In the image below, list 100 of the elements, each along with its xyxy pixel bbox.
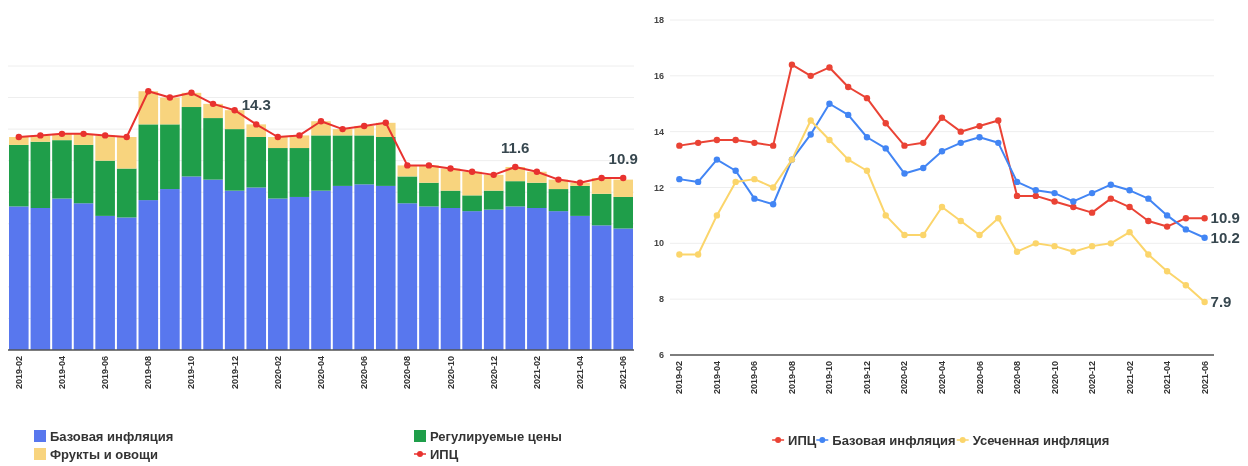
point [863, 134, 871, 141]
legend-label: ИПЦ [788, 433, 817, 448]
point [676, 142, 683, 149]
point [80, 130, 87, 138]
bar [375, 137, 396, 186]
point [360, 122, 368, 130]
bar [570, 215, 590, 350]
bar [73, 144, 94, 204]
bar [548, 211, 569, 350]
point [1032, 192, 1039, 200]
point [598, 174, 605, 182]
point [425, 162, 433, 169]
bar [354, 135, 374, 185]
point [713, 136, 721, 144]
point [1051, 242, 1058, 250]
x-tick-label: 2020-04 [937, 361, 947, 395]
point [694, 251, 702, 258]
data-label: 14.3 [241, 96, 271, 114]
point [1201, 215, 1208, 222]
y-tick-label: 8 [658, 294, 664, 305]
bar [116, 217, 137, 350]
point [1163, 212, 1171, 219]
y-tick-label: 12 [653, 182, 664, 193]
bar [116, 168, 137, 218]
x-tick-label: 2019-06 [100, 356, 111, 390]
legend-label: Базовая инфляция [50, 429, 174, 444]
point [901, 142, 908, 149]
bar [419, 182, 439, 207]
bar [9, 144, 29, 207]
bar [483, 209, 504, 350]
point [1201, 298, 1208, 306]
bar [505, 206, 526, 350]
data-label: 11.6 [501, 138, 530, 156]
legend-label: Регулируемые цены [430, 429, 562, 444]
point [1107, 240, 1115, 247]
point [1145, 217, 1152, 225]
bar [30, 208, 51, 350]
point [1182, 215, 1190, 222]
point [317, 118, 325, 125]
point [253, 121, 260, 128]
bar [483, 190, 504, 210]
bar [224, 129, 245, 191]
point [1013, 178, 1021, 186]
point [512, 163, 519, 171]
point [274, 133, 282, 141]
bar [613, 228, 633, 350]
bar [570, 185, 590, 216]
point [863, 94, 871, 102]
bar [505, 181, 526, 207]
bar [419, 206, 439, 350]
point [576, 179, 584, 186]
point [920, 139, 927, 147]
bar [203, 179, 223, 350]
bar [311, 135, 331, 191]
x-tick-label: 2020-04 [316, 356, 326, 390]
x-tick-label: 2019-04 [56, 356, 67, 390]
point [976, 122, 983, 130]
bar [613, 179, 633, 197]
point [1070, 248, 1077, 255]
point [101, 132, 109, 139]
x-tick-label: 2020-10 [445, 356, 456, 390]
point [1126, 228, 1133, 236]
point [209, 100, 217, 108]
x-tick-label: 2020-06 [974, 361, 985, 395]
bar [160, 189, 180, 350]
point [15, 133, 22, 141]
x-tick-label: 2021-02 [1124, 361, 1135, 395]
x-tick-label: 2019-02 [13, 356, 24, 390]
bar [375, 185, 396, 350]
bar [246, 137, 267, 188]
point [1088, 242, 1096, 250]
data-label: 10.9 [608, 150, 638, 168]
bar [224, 190, 245, 350]
x-tick-label: 2019-06 [749, 361, 760, 395]
bar [440, 168, 461, 191]
point [468, 168, 476, 175]
point [845, 156, 852, 163]
point [863, 167, 871, 174]
bar [116, 137, 137, 169]
bar [311, 190, 331, 350]
point [1088, 209, 1096, 216]
y-tick-label: 10 [653, 238, 664, 249]
point [807, 131, 814, 138]
point [995, 117, 1002, 124]
point [901, 170, 908, 177]
x-tick-label: 2021-02 [531, 356, 542, 390]
bar [181, 176, 202, 350]
legend-label: Фрукты и овощи [50, 447, 158, 462]
point [1201, 234, 1208, 241]
point [938, 114, 946, 121]
x-tick-label: 2019-10 [186, 356, 197, 390]
legend-label: Базовая инфляция [832, 433, 956, 448]
point [901, 231, 908, 239]
bar [268, 137, 288, 149]
point [1163, 223, 1171, 230]
bar [203, 118, 223, 180]
x-tick-label: 2019-10 [824, 361, 835, 395]
point [995, 215, 1002, 222]
point [1088, 189, 1096, 197]
y-tick-label: 18 [653, 15, 664, 25]
